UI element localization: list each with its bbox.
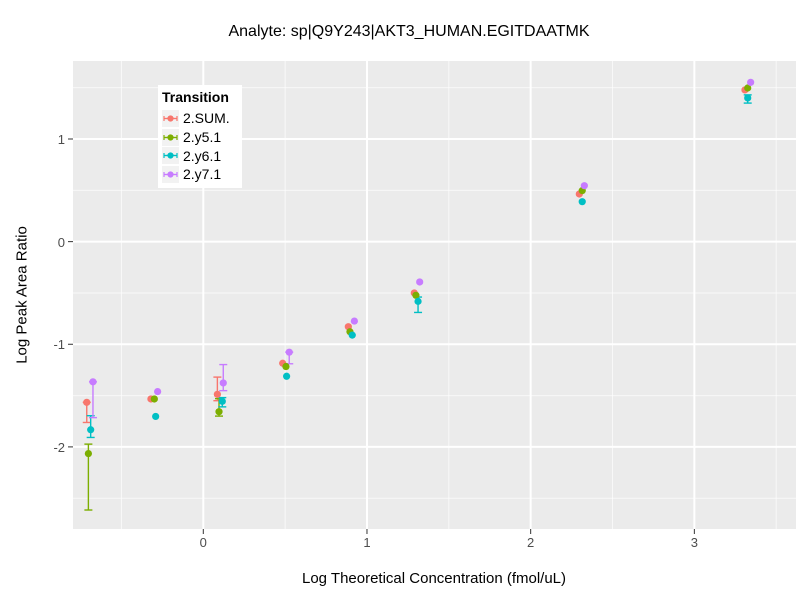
data-point <box>150 395 158 403</box>
data-point <box>218 397 226 405</box>
x-tick-label: 1 <box>363 535 371 550</box>
legend-key-pointrange-icon <box>162 109 179 127</box>
data-point <box>580 182 588 190</box>
data-point <box>578 198 586 206</box>
data-point <box>152 412 160 421</box>
y-axis-title: Log Peak Area Ratio <box>13 226 31 364</box>
legend-items: 2.SUM. 2.y5.1 2.y6.1 2.y7.1 <box>162 109 238 184</box>
legend-key-pointrange-icon <box>162 147 179 165</box>
data-point <box>282 362 290 371</box>
legend-item-label: 2.y7.1 <box>183 166 222 183</box>
legend-key-pointrange-icon <box>162 128 179 146</box>
legend-item: 2.SUM. <box>162 109 238 128</box>
y-tick-label: 0 <box>57 234 65 250</box>
legend-key-pointrange-icon <box>162 165 179 183</box>
data-point <box>744 84 752 92</box>
legend-title: Transition <box>162 89 229 105</box>
y-tick-label: -1 <box>53 337 65 353</box>
data-point <box>348 331 356 339</box>
legend-item-label: 2.y6.1 <box>183 147 222 164</box>
data-point <box>350 317 358 325</box>
plot-title: Analyte: sp|Q9Y243|AKT3_HUMAN.EGITDAATMK <box>228 23 590 40</box>
legend: Transition 2.SUM. 2.y5.1 2.y6.1 2.y7.1 <box>158 85 242 188</box>
data-point <box>213 390 221 398</box>
data-point <box>285 348 293 356</box>
data-point <box>283 372 291 380</box>
data-point <box>744 94 752 102</box>
data-point <box>83 398 91 406</box>
x-tick-label: 3 <box>690 535 698 550</box>
data-point <box>89 378 97 386</box>
x-tick-label: 0 <box>199 535 207 550</box>
data-point <box>414 297 422 305</box>
legend-item: 2.y5.1 <box>162 128 238 147</box>
data-point <box>412 291 420 299</box>
data-point <box>154 387 162 396</box>
data-point <box>87 426 95 434</box>
y-tick-label: 1 <box>57 132 65 147</box>
legend-item: 2.y6.1 <box>162 146 238 165</box>
data-point <box>747 78 755 86</box>
data-point <box>84 449 92 458</box>
data-point <box>219 379 227 387</box>
y-tick-label: -2 <box>53 439 65 455</box>
legend-item: 2.y7.1 <box>162 165 238 184</box>
data-point <box>215 408 223 416</box>
data-point <box>416 278 424 286</box>
legend-item-label: 2.y5.1 <box>183 129 222 146</box>
legend-item-label: 2.SUM. <box>183 110 230 127</box>
x-tick-label: 2 <box>527 535 535 550</box>
x-axis-title: Log Theoretical Concentration (fmol/uL) <box>301 570 567 587</box>
